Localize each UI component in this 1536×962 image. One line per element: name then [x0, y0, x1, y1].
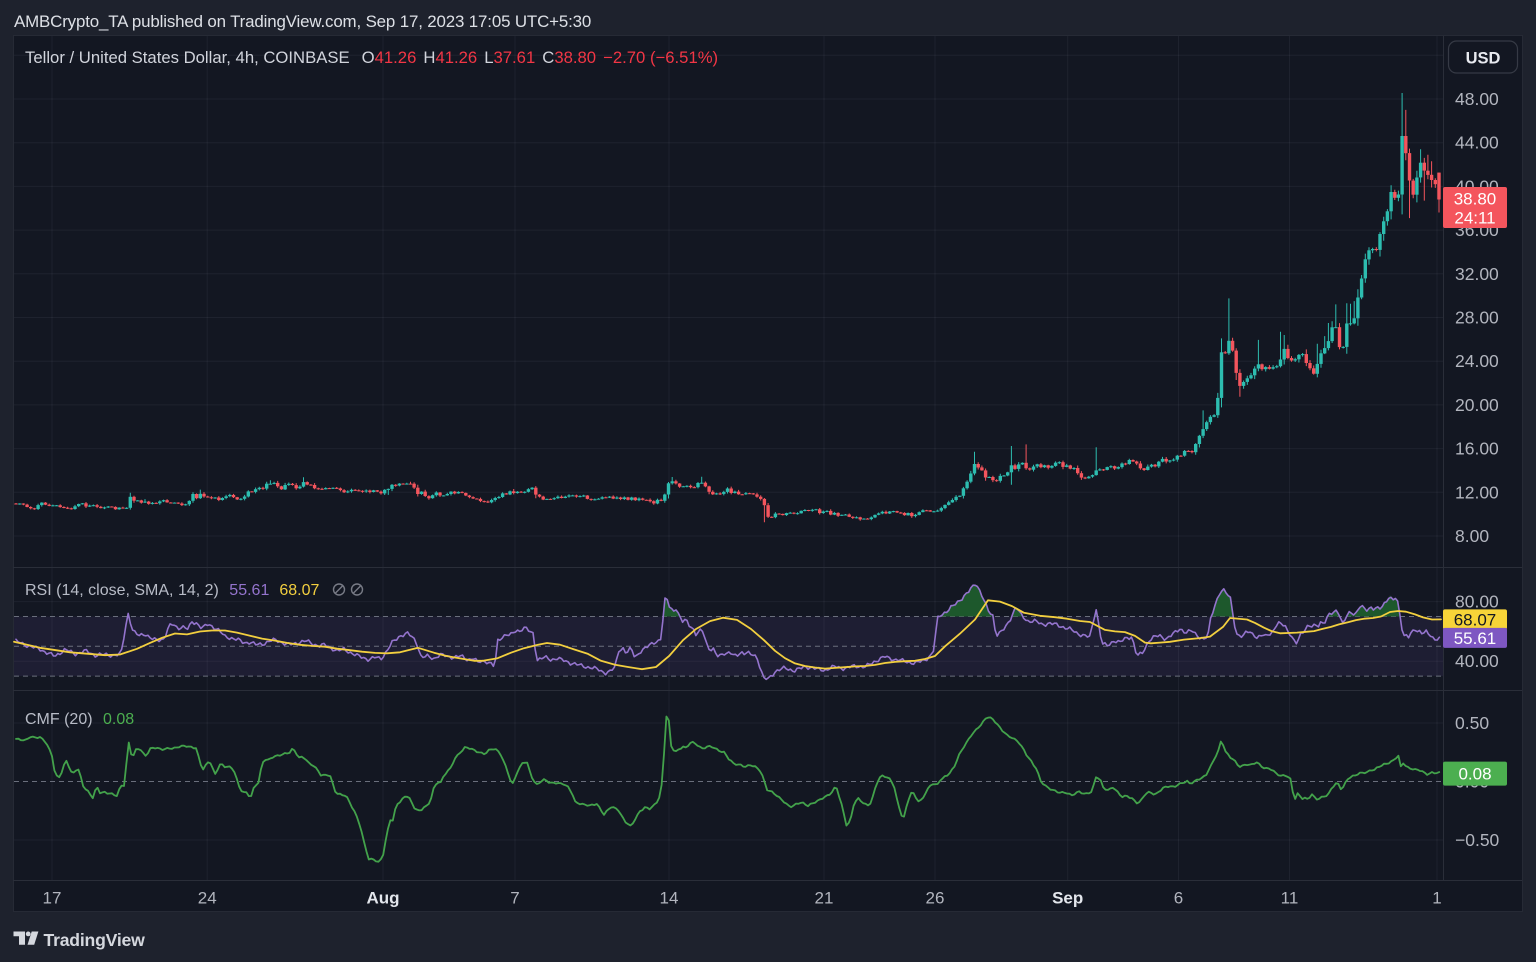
svg-text:CMF (20) 0.08: CMF (20) 0.08 — [25, 711, 134, 728]
svg-text:44.00: 44.00 — [1455, 133, 1499, 153]
svg-text:55.61: 55.61 — [1454, 629, 1497, 648]
svg-text:0.08: 0.08 — [1458, 765, 1491, 784]
svg-text:0.50: 0.50 — [1455, 713, 1489, 733]
svg-text:12.00: 12.00 — [1455, 482, 1499, 502]
svg-text:80.00: 80.00 — [1455, 592, 1499, 612]
svg-text:24:11: 24:11 — [1454, 209, 1495, 228]
svg-text:TradingView: TradingView — [44, 930, 146, 950]
svg-text:8.00: 8.00 — [1455, 526, 1489, 546]
svg-text:17: 17 — [43, 889, 62, 908]
svg-text:6: 6 — [1174, 889, 1183, 908]
svg-text:40.00: 40.00 — [1455, 651, 1499, 671]
svg-text:Tellor / United States Dollar,: Tellor / United States Dollar, 4h, COINB… — [25, 48, 718, 67]
svg-text:11: 11 — [1281, 889, 1299, 908]
svg-text:68.07: 68.07 — [1454, 610, 1497, 629]
svg-text:20.00: 20.00 — [1455, 395, 1499, 415]
svg-text:24.00: 24.00 — [1455, 351, 1499, 371]
svg-text:21: 21 — [815, 889, 834, 908]
svg-text:USD: USD — [1466, 50, 1501, 68]
svg-text:Aug: Aug — [366, 889, 399, 908]
svg-text:−0.50: −0.50 — [1455, 830, 1500, 850]
svg-text:1: 1 — [1432, 889, 1441, 908]
svg-text:14: 14 — [660, 889, 679, 908]
svg-text:28.00: 28.00 — [1455, 308, 1499, 328]
svg-text:24: 24 — [198, 889, 217, 908]
svg-text:7: 7 — [510, 889, 519, 908]
svg-text:48.00: 48.00 — [1455, 89, 1499, 109]
svg-text:Sep: Sep — [1052, 889, 1083, 908]
svg-text:16.00: 16.00 — [1455, 439, 1499, 459]
svg-text:26: 26 — [926, 889, 945, 908]
svg-text:32.00: 32.00 — [1455, 264, 1499, 284]
svg-text:RSI (14, close, SMA, 14, 2) 55: RSI (14, close, SMA, 14, 2) 55.61 68.07 — [25, 582, 319, 599]
svg-text:AMBCrypto_TA published on Trad: AMBCrypto_TA published on TradingView.co… — [14, 12, 591, 31]
svg-text:38.80: 38.80 — [1454, 190, 1497, 209]
